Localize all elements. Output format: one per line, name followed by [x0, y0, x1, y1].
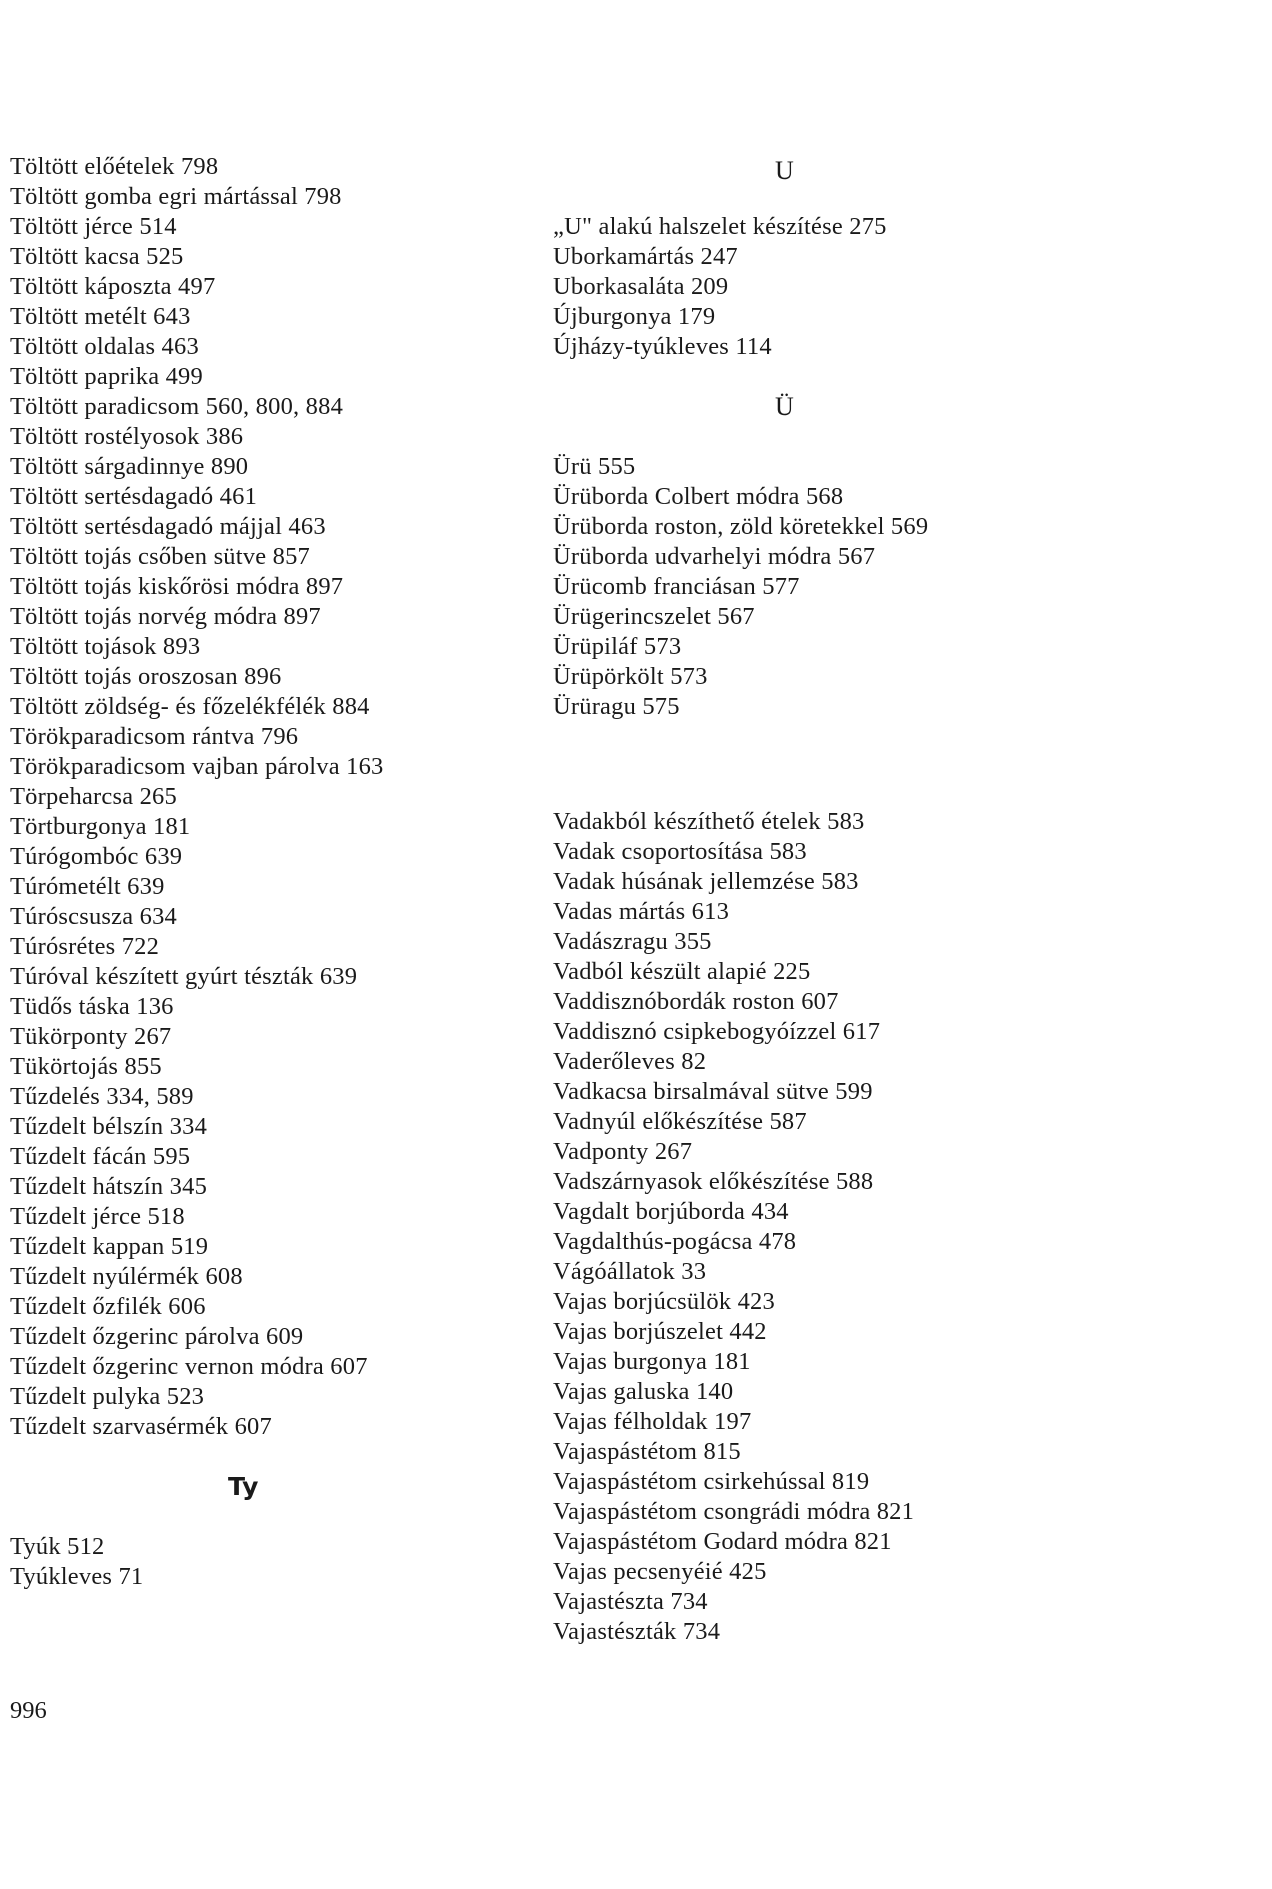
- index-entry: Vajaspástétom csirkehússal 819: [553, 1468, 870, 1495]
- index-entry: Ürüborda Colbert módra 568: [553, 483, 844, 510]
- index-entry: Újburgonya 179: [553, 303, 716, 330]
- index-entry: Tűzdelt nyúlérmék 608: [10, 1263, 243, 1290]
- index-entry: Vadakból készíthető ételek 583: [553, 808, 865, 835]
- index-entry: Ürüpiláf 573: [553, 633, 682, 660]
- index-entry: Vadak húsának jellemzése 583: [553, 868, 859, 895]
- index-entry: Uborkamártás 247: [553, 243, 738, 270]
- index-entry: Tükörtojás 855: [10, 1053, 162, 1080]
- index-entry: Vadból készült alapié 225: [553, 958, 811, 985]
- index-entry: Ürüborda udvarhelyi módra 567: [553, 543, 876, 570]
- index-entry: Túróscsusza 634: [10, 903, 177, 930]
- index-entry: Tűzdelt fácán 595: [10, 1143, 191, 1170]
- index-entry: Túróval készített gyúrt tészták 639: [10, 963, 358, 990]
- index-entry: Vaddisznó csipkebogyóízzel 617: [553, 1018, 881, 1045]
- index-entry: Törökparadicsom rántva 796: [10, 723, 299, 750]
- index-entry: Túrógombóc 639: [10, 843, 183, 870]
- index-entry: Tűzdelt jérce 518: [10, 1203, 185, 1230]
- index-entry: Ürügerincszelet 567: [553, 603, 755, 630]
- index-entry: Ürüborda roston, zöld köretekkel 569: [553, 513, 929, 540]
- index-entry: Töltött oldalas 463: [10, 333, 199, 360]
- index-entry: Törökparadicsom vajban párolva 163: [10, 753, 384, 780]
- index-entry: Törtburgonya 181: [10, 813, 191, 840]
- index-entry: Vadak csoportosítása 583: [553, 838, 807, 865]
- index-entry: Töltött sertésdagadó 461: [10, 483, 258, 510]
- index-entry: Vajaspástétom 815: [553, 1438, 741, 1465]
- index-entry: Töltött paradicsom 560, 800, 884: [10, 393, 344, 420]
- index-entry: Vajas borjúszelet 442: [553, 1318, 767, 1345]
- index-entry: Újházy-tyúkleves 114: [553, 333, 772, 360]
- index-entry: Vajaspástétom csongrádi módra 821: [553, 1498, 915, 1525]
- index-entry: Vajas galuska 140: [553, 1378, 734, 1405]
- index-entry: Töltött kacsa 525: [10, 243, 184, 270]
- index-entry: Tűzdelt bélszín 334: [10, 1113, 208, 1140]
- index-entry: Tűzdelés 334, 589: [10, 1083, 194, 1110]
- index-entry: Tyúkleves 71: [10, 1563, 144, 1590]
- index-entry: Töltött tojás norvég módra 897: [10, 603, 321, 630]
- page-number: 996: [10, 1697, 47, 1724]
- index-entry: Töltött sertésdagadó májjal 463: [10, 513, 326, 540]
- index-entry: Vajas burgonya 181: [553, 1348, 751, 1375]
- index-entry: Vágóállatok 33: [553, 1258, 707, 1285]
- index-entry: Vadászragu 355: [553, 928, 712, 955]
- index-entry: Ürücomb franciásan 577: [553, 573, 800, 600]
- index-entry: Vagdalthús-pogácsa 478: [553, 1228, 797, 1255]
- index-entry: Töltött rostélyosok 386: [10, 423, 244, 450]
- index-entry: Túrósrétes 722: [10, 933, 160, 960]
- index-entry: Tüdős táska 136: [10, 993, 174, 1020]
- index-entry: Töltött tojás csőben sütve 857: [10, 543, 310, 570]
- index-entry: Töltött paprika 499: [10, 363, 203, 390]
- index-entry: Vajas pecsenyéié 425: [553, 1558, 767, 1585]
- index-entry: Tyúk 512: [10, 1533, 105, 1560]
- index-entry: Vajastészta 734: [553, 1588, 708, 1615]
- index-entry: Túrómetélt 639: [10, 873, 165, 900]
- index-entry: Tűzdelt kappan 519: [10, 1233, 209, 1260]
- index-entry: Törpeharcsa 265: [10, 783, 177, 810]
- index-entry: Ürü 555: [553, 453, 636, 480]
- index-entry: Töltött metélt 643: [10, 303, 191, 330]
- index-entry: Vadszárnyasok előkészítése 588: [553, 1168, 874, 1195]
- index-entry: Tűzdelt pulyka 523: [10, 1383, 205, 1410]
- index-entry: Vajaspástétom Godard módra 821: [553, 1528, 892, 1555]
- index-entry: Vaderőleves 82: [553, 1048, 707, 1075]
- index-entry: Töltött előételek 798: [10, 153, 219, 180]
- index-entry: Tűzdelt őzfilék 606: [10, 1293, 206, 1320]
- index-entry: Vagdalt borjúborda 434: [553, 1198, 789, 1225]
- index-entry: Vadnyúl előkészítése 587: [553, 1108, 807, 1135]
- index-entry: Tükörponty 267: [10, 1023, 172, 1050]
- index-entry: Vadponty 267: [553, 1138, 693, 1165]
- index-entry: Vajas félholdak 197: [553, 1408, 752, 1435]
- index-entry: Ürüpörkölt 573: [553, 663, 708, 690]
- index-entry: Töltött tojás oroszosan 896: [10, 663, 282, 690]
- index-entry: Uborkasaláta 209: [553, 273, 729, 300]
- index-entry: Vaddisznóbordák roston 607: [553, 988, 839, 1015]
- index-entry: Töltött jérce 514: [10, 213, 177, 240]
- section-heading-ty: Ty: [228, 1472, 259, 1501]
- index-entry: Tűzdelt őzgerinc párolva 609: [10, 1323, 304, 1350]
- index-entry: Vadas mártás 613: [553, 898, 730, 925]
- index-entry: Tűzdelt őzgerinc vernon módra 607: [10, 1353, 368, 1380]
- index-entry: Vadkacsa birsalmával sütve 599: [553, 1078, 873, 1105]
- index-entry: Vajas borjúcsülök 423: [553, 1288, 775, 1315]
- index-entry: „U" alakú halszelet készítése 275: [553, 213, 887, 240]
- index-entry: Töltött tojás kiskőrösi módra 897: [10, 573, 344, 600]
- index-entry: Tűzdelt hátszín 345: [10, 1173, 208, 1200]
- index-entry: Töltött gomba egri mártással 798: [10, 183, 342, 210]
- section-heading-u: U: [775, 156, 794, 185]
- section-heading-uu: Ü: [775, 392, 794, 421]
- index-entry: Töltött káposzta 497: [10, 273, 216, 300]
- index-entry: Töltött tojások 893: [10, 633, 201, 660]
- index-entry: Töltött zöldség- és főzelékfélék 884: [10, 693, 370, 720]
- index-entry: Vajastészták 734: [553, 1618, 721, 1645]
- index-entry: Ürüragu 575: [553, 693, 680, 720]
- index-entry: Tűzdelt szarvasérmék 607: [10, 1413, 272, 1440]
- index-entry: Töltött sárgadinnye 890: [10, 453, 249, 480]
